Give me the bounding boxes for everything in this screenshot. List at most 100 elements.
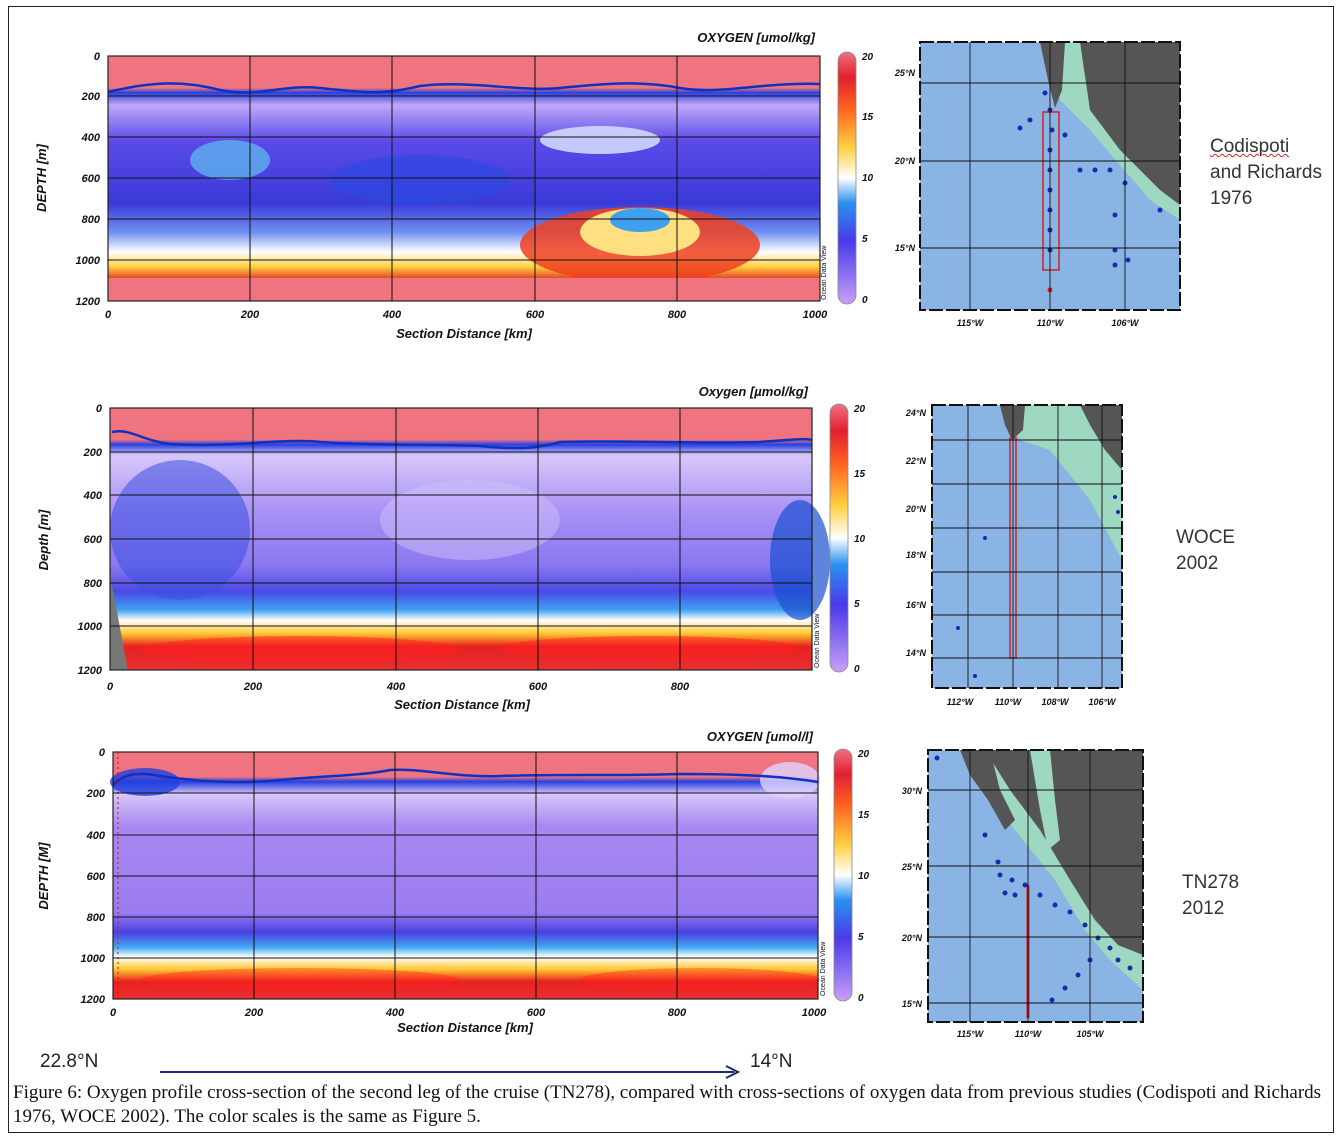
- oxygen-blob: [580, 968, 820, 992]
- x-tick-labels: 0 200 400 600 800: [107, 681, 690, 693]
- map-grid: [920, 42, 1180, 310]
- section-direction: 22.8°N 14°N: [40, 1045, 800, 1085]
- colorbar-tick-label: 5: [854, 599, 860, 610]
- direction-end-label: 14°N: [750, 1051, 793, 1072]
- y-tick-label: 400: [86, 830, 106, 842]
- map-frame: [931, 404, 1123, 689]
- x-tick-label: 800: [668, 309, 687, 321]
- x-tick-labels: 0 200 400 600 800 1000: [110, 1007, 827, 1019]
- map-lat-labels: 25°N 20°N 15°N: [894, 68, 916, 253]
- x-tick-label: 0: [107, 681, 114, 693]
- x-axis-label: Section Distance [km]: [396, 326, 532, 341]
- map-lat-label: 15°N: [902, 999, 923, 1009]
- y-tick-label: 400: [81, 132, 101, 144]
- seafloor-wedge: [110, 575, 128, 670]
- grid-lines: [110, 408, 812, 670]
- x-tick-label: 0: [110, 1007, 117, 1019]
- y-tick-label: 1000: [76, 255, 101, 267]
- colorbar-tick-label: 0: [854, 664, 860, 675]
- station-dots: [934, 755, 1133, 1003]
- x-tick-labels: 0 200 400 600 800 1000: [105, 309, 828, 321]
- y-tick-label: 800: [82, 214, 101, 226]
- colorbar-tick-label: 20: [857, 749, 870, 760]
- map-land: [1030, 750, 1060, 850]
- map-lat-label: 18°N: [906, 550, 927, 560]
- watermark: Ocean Data View: [821, 245, 828, 300]
- map-land: [1080, 405, 1122, 470]
- dataset-label-line: Codispoti: [1210, 136, 1290, 157]
- colorbar-tn278: 20 15 10 5 0: [833, 748, 870, 1004]
- direction-arrow-icon: [160, 1065, 741, 1079]
- dataset-label-tn278: TN278 2012: [1182, 870, 1239, 922]
- y-tick-label: 1200: [81, 994, 106, 1006]
- colorbar: [833, 748, 853, 1002]
- map-codispoti: 25°N 20°N 15°N 115°W 110°W 106°W: [894, 41, 1181, 328]
- x-tick-label: 0: [105, 309, 112, 321]
- x-tick-label: 400: [386, 681, 406, 693]
- oxygen-blob: [500, 636, 800, 660]
- x-tick-label: 400: [382, 309, 402, 321]
- colorbar: [837, 51, 857, 305]
- map-tn278: 30°N 25°N 20°N 15°N 115°W 110°W 105°W: [901, 749, 1144, 1039]
- oxygen-blob: [760, 762, 820, 798]
- section-plot-woce: Oxygen [µmol/kg] Depth [m] Section Dista…: [36, 384, 830, 712]
- y-tick-label: 1200: [76, 296, 101, 308]
- dataset-label-line: TN278: [1182, 872, 1240, 893]
- map-lat-label: 30°N: [902, 786, 923, 796]
- x-tick-label: 400: [385, 1007, 405, 1019]
- oxygen-blob: [610, 208, 670, 232]
- oxycline-line: [112, 768, 819, 786]
- oxygen-blob: [190, 140, 270, 180]
- y-axis-label: DEPTH [M]: [36, 842, 51, 910]
- x-tick-label: 200: [244, 1007, 264, 1019]
- section-plot-tn278: OXYGEN [umol/l] DEPTH [M] Section Distan…: [36, 729, 827, 1035]
- colorbar-woce: 20 15 10 5 0: [829, 403, 866, 675]
- dataset-label-woce: WOCE 2002: [1176, 525, 1235, 577]
- map-lat-labels: 30°N 25°N 20°N 15°N: [901, 786, 923, 1009]
- map-lon-label: 115°W: [957, 1029, 985, 1039]
- grid-lines: [108, 56, 820, 301]
- watermark: Ocean Data View: [820, 941, 827, 996]
- x-tick-label: 600: [527, 1007, 546, 1019]
- y-tick-label: 600: [87, 871, 106, 883]
- x-tick-label: 200: [240, 309, 260, 321]
- oxygen-blob: [140, 636, 460, 664]
- y-tick-labels: 0 200 400 600 800 1000 1200: [81, 747, 106, 1006]
- y-tick-label: 600: [84, 534, 103, 546]
- map-lat-label: 20°N: [905, 504, 927, 514]
- figure-frame: [8, 6, 1334, 1133]
- map-lon-labels: 112°W 110°W 108°W 106°W: [947, 697, 1117, 707]
- x-axis-label: Section Distance [km]: [397, 1020, 533, 1035]
- grid-lines: [113, 752, 818, 999]
- map-lon-labels: 115°W 110°W 106°W: [957, 318, 1140, 328]
- watermark: Ocean Data View: [814, 613, 821, 668]
- x-axis-label: Section Distance [km]: [394, 697, 530, 712]
- map-lon-label: 112°W: [947, 697, 975, 707]
- map-grid: [928, 750, 1143, 1022]
- plot-title: OXYGEN [umol/kg]: [697, 30, 815, 45]
- map-shelf: [1000, 405, 1122, 560]
- map-lat-labels: 24°N 22°N 20°N 18°N 16°N 14°N: [905, 408, 927, 658]
- map-grid: [932, 405, 1122, 688]
- deep-band: [108, 278, 820, 301]
- map-land: [985, 750, 1143, 955]
- map-land: [1040, 42, 1065, 108]
- map-lat-label: 15°N: [895, 243, 916, 253]
- section-plot-codispoti: OXYGEN [umol/kg] DEPTH [m] Section Dista…: [34, 30, 828, 341]
- y-tick-labels: 0 200 400 600 800 1000 1200: [78, 403, 103, 677]
- colorbar-tick-labels: 20 15 10 5 0: [861, 52, 874, 306]
- map-lat-label: 24°N: [905, 408, 927, 418]
- map-lon-label: 110°W: [1015, 1029, 1043, 1039]
- oxygen-blob: [330, 155, 510, 205]
- colorbar-tick-labels: 20 15 10 5 0: [853, 404, 866, 675]
- map-lat-label: 25°N: [901, 862, 923, 872]
- y-tick-label: 1200: [78, 665, 103, 677]
- oxygen-blob: [540, 126, 660, 154]
- map-lon-label: 106°W: [1111, 318, 1140, 328]
- x-tick-label: 600: [526, 309, 545, 321]
- colorbar-tick-label: 15: [858, 810, 870, 821]
- direction-start-label: 22.8°N: [40, 1051, 99, 1072]
- plot-title: OXYGEN [umol/l]: [707, 729, 814, 744]
- y-tick-label: 200: [86, 788, 106, 800]
- map-lon-label: 105°W: [1076, 1029, 1105, 1039]
